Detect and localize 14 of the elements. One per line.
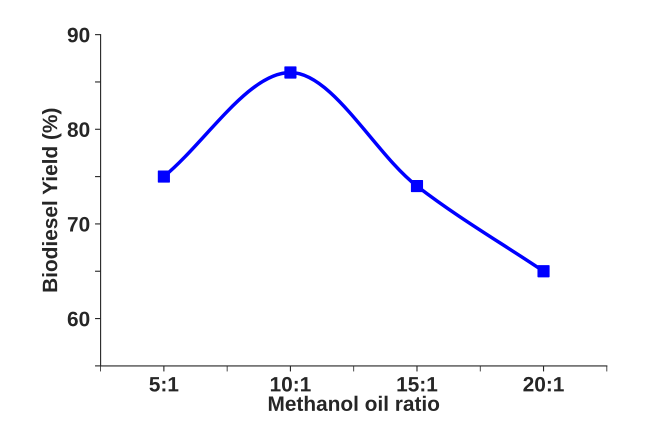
y-tick-label: 60 xyxy=(68,312,90,326)
point xyxy=(410,180,424,192)
x-tick-label: 15:1 xyxy=(397,377,438,392)
y-axis-title: Biodiesel Yield (%) xyxy=(42,108,62,292)
y-tick-label: 80 xyxy=(68,122,90,138)
y-tick-label: 70 xyxy=(68,216,90,232)
x-tick-label: 5:1 xyxy=(149,377,178,392)
x-tick-label: 10:1 xyxy=(270,376,311,392)
x-axis-title: Methanol oil ratio xyxy=(268,396,440,412)
y-tick-label: 90 xyxy=(68,28,90,42)
point xyxy=(158,170,170,183)
x-tick-label: 20:1 xyxy=(523,376,564,392)
point xyxy=(537,265,550,278)
point xyxy=(284,66,296,79)
